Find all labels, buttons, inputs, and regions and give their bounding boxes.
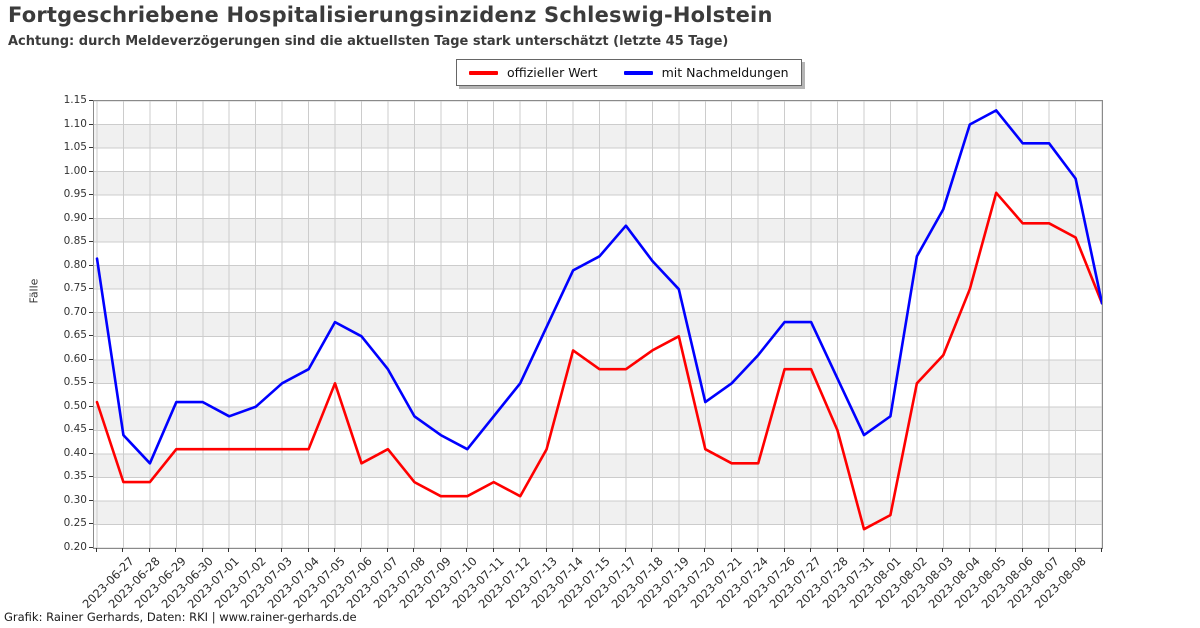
x-tick-mark [122,548,124,552]
y-tick-label: 0.90 [63,211,87,224]
y-tick-mark [89,217,93,219]
red-line-swatch [469,70,498,75]
x-tick-mark [307,548,309,552]
page-title: Fortgeschriebene Hospitalisierungsinzide… [8,3,773,27]
x-tick-mark [413,548,415,552]
x-tick-mark [281,548,283,552]
x-tick-mark [572,548,574,552]
x-tick-mark [704,548,706,552]
y-tick-mark [89,335,93,337]
x-tick-mark [148,548,150,552]
x-tick-mark [1101,548,1102,552]
y-tick-label: 0.35 [63,470,87,483]
x-tick-mark [889,548,891,552]
x-tick-mark [201,548,203,552]
y-tick-mark [89,123,93,125]
y-tick-label: 0.95 [63,188,87,201]
x-tick-mark [228,548,230,552]
x-tick-mark [466,548,468,552]
x-tick-mark [995,548,997,552]
y-tick-label: 1.00 [63,164,87,177]
y-tick-label: 0.50 [63,399,87,412]
blue-line-swatch [623,70,653,75]
page-subtitle: Achtung: durch Meldeverzögerungen sind d… [8,34,729,49]
y-tick-mark [89,382,93,384]
y-tick-mark [89,194,93,196]
chart-canvas [94,101,1102,548]
x-tick-mark [810,548,812,552]
y-tick-label: 1.05 [63,141,87,154]
y-tick-mark [89,547,93,548]
x-tick-mark [334,548,336,552]
y-tick-mark [89,311,93,313]
x-tick-mark [545,548,547,552]
y-tick-label: 0.80 [63,258,87,271]
x-tick-mark [730,548,732,552]
y-tick-label: 1.15 [63,94,87,106]
y-tick-label: 0.20 [63,541,87,553]
y-tick-label: 1.10 [63,117,87,130]
x-tick-mark [651,548,653,552]
y-tick-label: 0.75 [63,282,87,295]
y-tick-mark [89,100,93,101]
y-tick-label: 0.30 [63,493,87,506]
x-tick-mark [1021,548,1023,552]
y-tick-mark [89,358,93,360]
x-tick-mark [360,548,362,552]
x-tick-mark [598,548,600,552]
y-tick-label: 0.85 [63,235,87,248]
y-tick-mark [89,476,93,478]
legend-label-nachmeldungen: mit Nachmeldungen [661,65,789,80]
x-tick-mark [757,548,759,552]
x-tick-mark [942,548,944,552]
x-tick-mark [677,548,679,552]
y-tick-mark [89,405,93,407]
y-tick-mark [89,499,93,501]
y-tick-label: 0.25 [63,517,87,530]
x-tick-mark [492,548,494,552]
x-tick-mark [968,548,970,552]
x-tick-mark [783,548,785,552]
y-tick-mark [89,429,93,431]
x-tick-mark [386,548,388,552]
footer-credit: Grafik: Rainer Gerhards, Daten: RKI | ww… [4,610,357,624]
x-tick-mark [175,548,177,552]
legend-item-official: offizieller Wert [469,65,598,80]
x-tick-mark [96,548,97,552]
x-tick-mark [862,548,864,552]
y-tick-label: 0.70 [63,305,87,318]
y-tick-mark [89,241,93,243]
x-tick-mark [254,548,256,552]
plot-area [93,100,1103,549]
y-tick-label: 0.40 [63,446,87,459]
x-tick-mark [836,548,838,552]
x-tick-mark [915,548,917,552]
y-tick-mark [89,147,93,149]
x-tick-mark [439,548,441,552]
legend: offizieller Wert mit Nachmeldungen [456,59,802,86]
y-tick-mark [89,288,93,290]
x-tick-mark [1048,548,1050,552]
y-tick-label: 0.65 [63,329,87,342]
y-tick-mark [89,452,93,454]
y-tick-label: 0.45 [63,423,87,436]
y-tick-label: 0.60 [63,352,87,365]
y-tick-mark [89,523,93,525]
legend-label-official: offizieller Wert [507,65,598,80]
y-tick-label: 0.55 [63,376,87,389]
x-tick-mark [519,548,521,552]
y-tick-mark [89,264,93,266]
legend-item-nachmeldungen: mit Nachmeldungen [623,65,789,80]
x-tick-mark [624,548,626,552]
y-tick-mark [89,170,93,172]
x-tick-mark [1074,548,1076,552]
